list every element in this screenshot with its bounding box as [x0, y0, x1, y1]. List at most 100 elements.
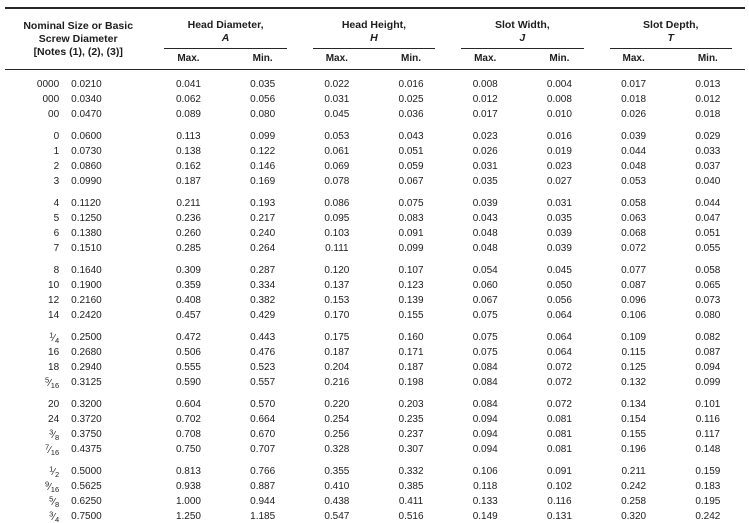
cell-value: 0.083: [398, 213, 424, 224]
cell-value: 0.235: [398, 414, 424, 425]
cell-value: 0.457: [175, 310, 201, 321]
cell-value: 0.125: [621, 362, 647, 373]
table-row: 3⁄8 0.3750 0.708 0.670 0.256 0.237 0.094 0.081 0…: [5, 427, 745, 442]
cell-value: 0.058: [621, 198, 647, 209]
row-header-nominal-size: Nominal Size or Basic Screw Diameter [No…: [5, 8, 152, 70]
cell-nominal-size: 3: [53, 176, 60, 187]
col-group-head-diameter-label: Head Diameter, A: [164, 19, 287, 49]
cell-value: 0.084: [472, 399, 498, 410]
group-spacer: [5, 70, 745, 78]
cell-value: 0.590: [175, 377, 201, 388]
cell-value: 0.750: [175, 444, 201, 455]
cell-value: 0.080: [695, 310, 721, 321]
group-title: Head Diameter,: [187, 19, 264, 31]
cell-value: 0.051: [398, 146, 424, 157]
cell-value: 0.154: [621, 414, 647, 425]
subheader-min: Min.: [225, 49, 300, 70]
cell-value: 0.443: [250, 332, 276, 343]
cell-nominal-size: 3⁄8: [49, 427, 60, 442]
cell-value: 0.196: [621, 444, 647, 455]
cell-basic-diameter: 0.1120: [71, 198, 101, 209]
cell-basic-diameter: 0.1900: [71, 280, 102, 291]
cell-value: 0.813: [175, 466, 201, 477]
cell-value: 0.131: [546, 511, 572, 522]
cell-value: 0.429: [250, 310, 276, 321]
group-spacer-row: [5, 390, 745, 397]
cell-value: 0.198: [398, 377, 424, 388]
cell-nominal-size: 6: [53, 228, 60, 239]
cell-value: 0.944: [250, 496, 276, 507]
cell-value: 0.054: [472, 265, 498, 276]
cell-value: 0.091: [398, 228, 424, 239]
table-row: 14 0.2420 0.457 0.429 0.170 0.155 0.075 0.064 0.…: [5, 308, 745, 323]
cell-value: 0.087: [695, 347, 721, 358]
table-row: 7 0.1510 0.285 0.264 0.111 0.099 0.048 0.039 0.0…: [5, 241, 745, 256]
cell-basic-diameter: 0.4375: [71, 444, 102, 455]
cell-value: 0.004: [546, 79, 572, 90]
cell-value: 0.053: [324, 131, 350, 142]
cell-value: 0.012: [695, 94, 721, 105]
cell-value: 0.476: [250, 347, 276, 358]
cell-basic-diameter: 0.3750: [71, 429, 102, 440]
cell-value: 0.139: [398, 295, 424, 306]
cell-value: 0.149: [472, 511, 498, 522]
cell-value: 0.056: [250, 94, 276, 105]
table-row: 20 0.3200 0.604 0.570 0.220 0.203 0.084 0.072 0.…: [5, 397, 745, 412]
cell-value: 0.204: [324, 362, 350, 373]
cell-value: 0.708: [175, 429, 201, 440]
cell-value: 0.039: [472, 198, 498, 209]
cell-basic-diameter: 0.7500: [71, 511, 102, 522]
group-spacer-row: [5, 189, 745, 196]
cell-value: 0.240: [250, 228, 276, 239]
row-header-line2: Screw Diameter: [38, 33, 118, 45]
cell-value: 0.094: [472, 429, 498, 440]
cell-value: 0.033: [695, 146, 721, 157]
cell-value: 0.063: [621, 213, 647, 224]
cell-value: 0.012: [472, 94, 498, 105]
cell-value: 0.096: [621, 295, 647, 306]
cell-value: 0.094: [472, 414, 498, 425]
cell-nominal-size: 5⁄8: [49, 494, 60, 509]
cell-value: 0.031: [472, 161, 498, 172]
cell-value: 0.051: [695, 228, 721, 239]
cell-basic-diameter: 0.3720: [71, 414, 102, 425]
cell-basic-diameter: 0.0210: [71, 79, 102, 90]
cell-value: 0.187: [398, 362, 424, 373]
cell-basic-diameter: 0.0600: [71, 131, 102, 142]
group-header-row: Nominal Size or Basic Screw Diameter [No…: [5, 8, 745, 70]
cell-value: 0.072: [546, 377, 572, 388]
cell-value: 0.102: [546, 481, 572, 492]
cell-value: 0.039: [546, 228, 572, 239]
cell-value: 0.116: [695, 414, 720, 425]
cell-basic-diameter: 0.2940: [71, 362, 102, 373]
table-row: 2 0.0860 0.162 0.146 0.069 0.059 0.031 0.023 0.0…: [5, 159, 745, 174]
cell-value: 0.258: [621, 496, 647, 507]
cell-value: 0.016: [546, 131, 572, 142]
cell-value: 0.039: [621, 131, 647, 142]
cell-basic-diameter: 0.1380: [71, 228, 102, 239]
group-spacer-row: [5, 457, 745, 464]
cell-basic-diameter: 0.3200: [71, 399, 102, 410]
subheader-min: Min.: [373, 49, 449, 70]
cell-value: 0.016: [398, 79, 424, 90]
cell-nominal-size: 12: [48, 295, 60, 306]
col-group-slot-width: Slot Width, J: [448, 8, 596, 49]
table-row: 7⁄16 0.4375 0.750 0.707 0.328 0.307 0.094 0.081…: [5, 442, 745, 457]
cell-value: 0.084: [472, 377, 498, 388]
table-body: 0000 0.0210 0.041 0.035 0.022 0.016 0.008 0.004…: [5, 70, 745, 523]
cell-value: 0.035: [250, 79, 276, 90]
cell-value: 0.555: [175, 362, 201, 373]
cell-basic-diameter: 0.0470: [71, 109, 102, 120]
cell-value: 0.023: [472, 131, 498, 142]
cell-nominal-size: 00: [48, 109, 60, 120]
cell-value: 0.169: [250, 176, 276, 187]
group-title: Head Height,: [341, 19, 407, 31]
cell-basic-diameter: 0.2500: [71, 332, 102, 343]
cell-value: 0.309: [175, 265, 201, 276]
cell-value: 0.217: [250, 213, 276, 224]
cell-value: 0.887: [250, 481, 276, 492]
cell-value: 0.120: [324, 265, 350, 276]
cell-value: 0.203: [398, 399, 424, 410]
group-spacer: [5, 457, 745, 464]
